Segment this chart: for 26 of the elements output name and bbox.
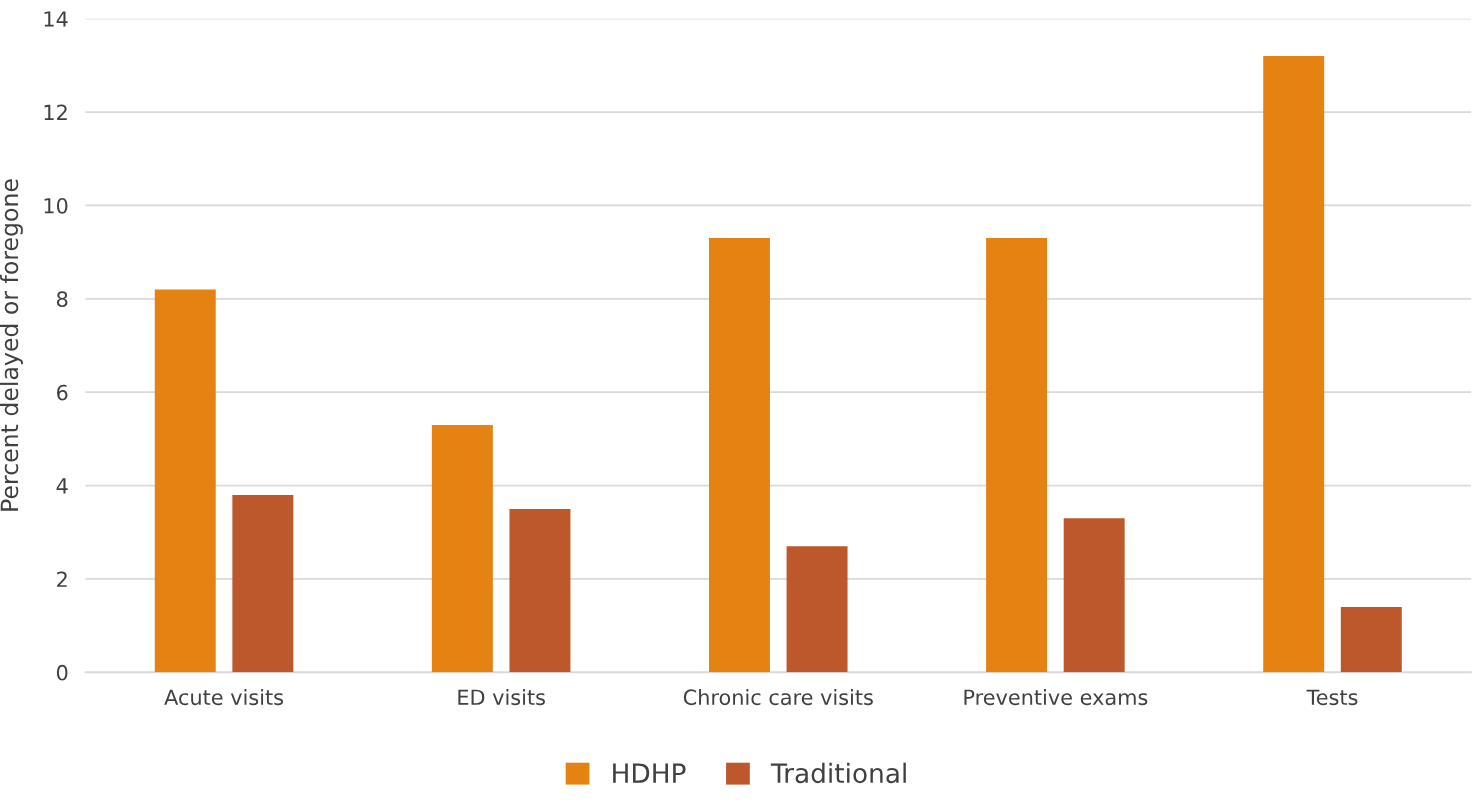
y-tick-label: 8 (56, 291, 68, 308)
y-tick-label: 6 (57, 384, 68, 401)
x-tick-label: Acute visits (164, 689, 283, 706)
bar (1340, 606, 1402, 673)
x-tick-label: Tests (1306, 689, 1358, 706)
x-tick-label: ED visits (458, 689, 545, 706)
x-tick-label: Preventive exams (964, 689, 1148, 706)
bar (1263, 56, 1325, 673)
bar (232, 494, 294, 673)
x-tick-label: Chronic care visits (683, 689, 873, 706)
bar (509, 508, 571, 673)
bar (986, 238, 1048, 673)
y-tick-label: 12 (44, 104, 67, 120)
y-tick-label: 14 (44, 11, 68, 27)
bar (786, 546, 848, 673)
bar (1063, 518, 1125, 673)
bar (708, 238, 770, 673)
y-axis-title: Percent delayed or foregone (0, 179, 23, 511)
legend-label: Traditional (770, 762, 906, 784)
y-tick-label: 4 (56, 478, 68, 494)
bar (431, 424, 493, 673)
y-tick-label: 2 (57, 571, 67, 587)
y-tick-label: 0 (56, 664, 68, 681)
bar (154, 289, 216, 673)
legend-label: HDHP (613, 763, 686, 783)
y-tick-label: 10 (44, 197, 68, 214)
